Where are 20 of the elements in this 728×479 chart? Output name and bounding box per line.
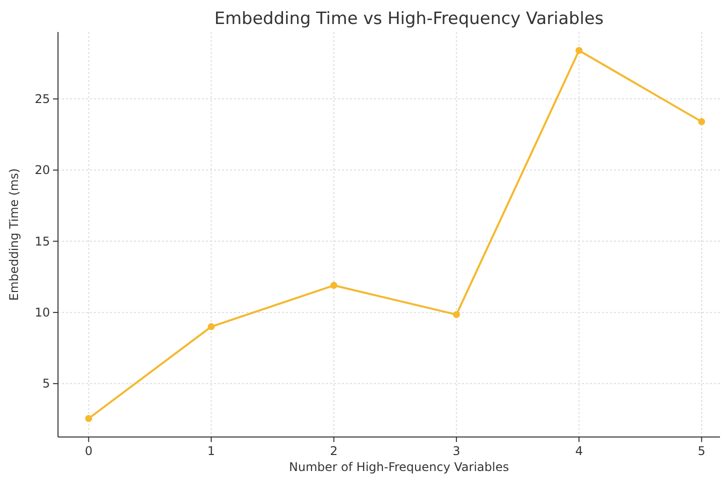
- y-axis-title: Embedding Time (ms): [7, 168, 21, 301]
- x-tick-label: 1: [207, 444, 216, 458]
- x-tick-label: 4: [575, 444, 583, 458]
- x-tick-label: 0: [84, 444, 92, 458]
- x-tick-label: 2: [330, 444, 338, 458]
- y-tick-label: 10: [34, 305, 50, 320]
- x-axis-title: Number of High-Frequency Variables: [289, 460, 509, 474]
- point: [452, 311, 460, 318]
- y-tick-label: 15: [34, 234, 50, 248]
- point: [85, 414, 92, 422]
- x-tick-label: 3: [452, 444, 460, 458]
- point: [698, 118, 706, 126]
- chart-title: Embedding Time vs High-Frequency Variables: [214, 9, 604, 29]
- y-tick-label: 25: [34, 92, 50, 106]
- x-tick-label: 5: [698, 444, 706, 458]
- point: [330, 282, 338, 289]
- point: [576, 47, 583, 54]
- y-tick-label: 20: [34, 163, 50, 178]
- y-tick-label: 5: [42, 376, 50, 391]
- point: [208, 323, 215, 330]
